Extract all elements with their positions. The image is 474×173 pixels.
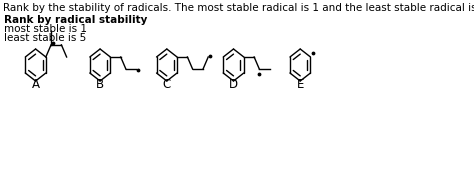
Text: Rank by radical stability: Rank by radical stability	[4, 15, 148, 25]
Text: most stable is 1: most stable is 1	[4, 24, 87, 34]
Text: Rank by the stability of radicals. The most stable radical is 1 and the least st: Rank by the stability of radicals. The m…	[3, 3, 474, 13]
Text: A: A	[32, 79, 40, 92]
Text: least stable is 5: least stable is 5	[4, 33, 87, 43]
Text: B: B	[96, 79, 104, 92]
Text: D: D	[229, 79, 238, 92]
Text: E: E	[297, 79, 304, 92]
Text: C: C	[163, 79, 171, 92]
